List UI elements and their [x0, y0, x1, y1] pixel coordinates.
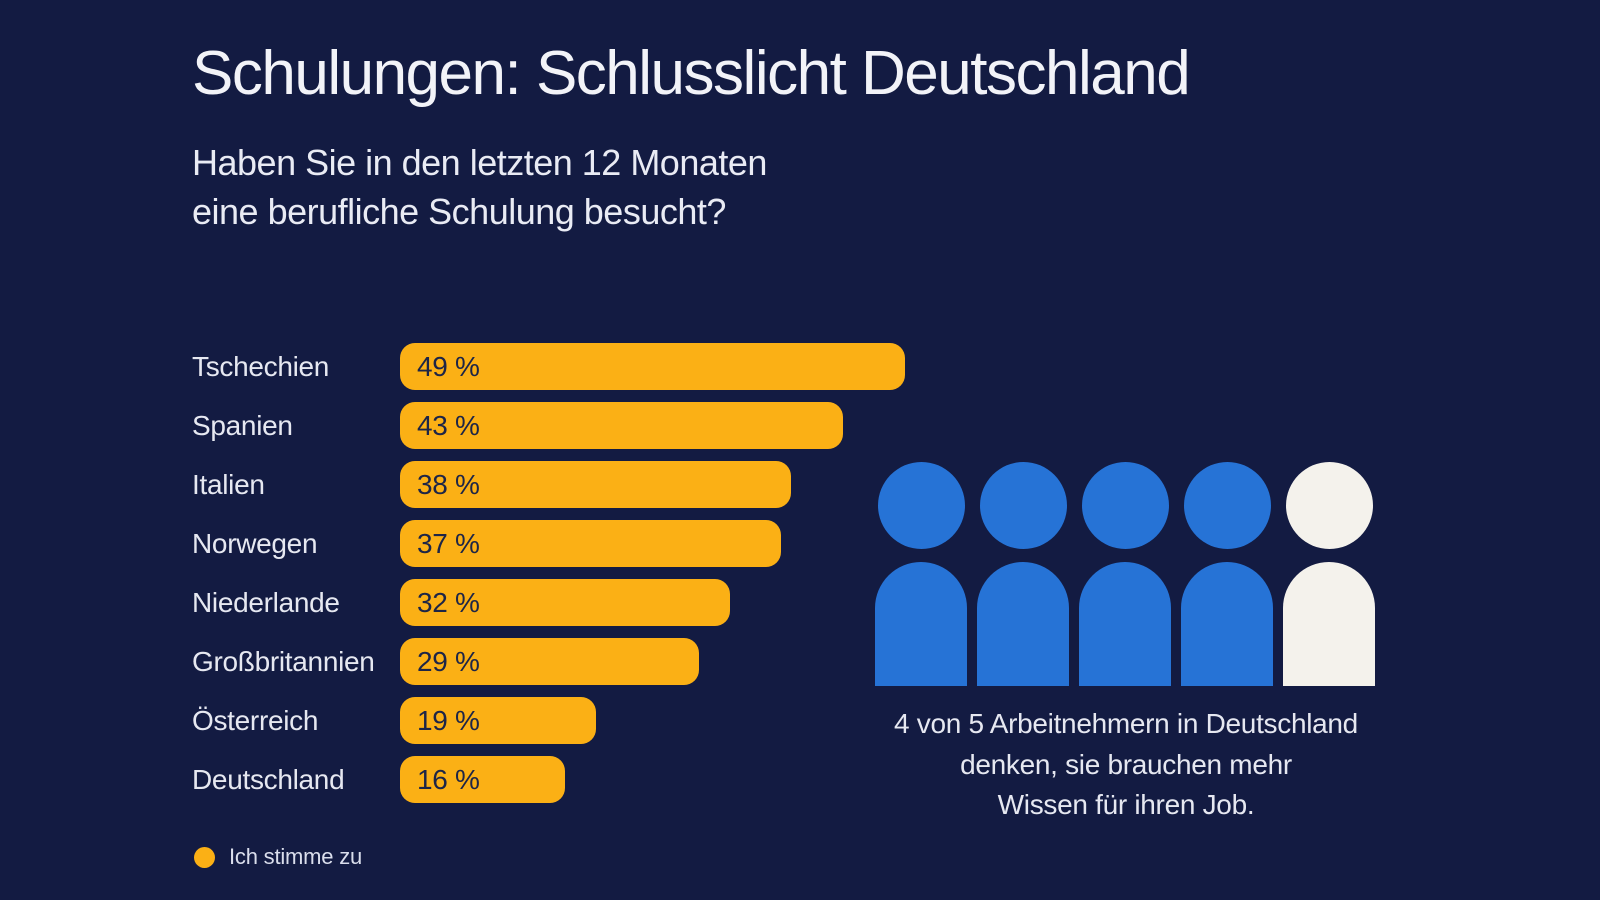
- person-body: [977, 562, 1069, 686]
- bar-value: 32 %: [417, 586, 480, 618]
- person-body: [1181, 562, 1273, 686]
- bar-row: Österreich 19 %: [192, 697, 905, 744]
- pictogram-caption-line-3: Wissen für ihren Job.: [997, 789, 1255, 821]
- pictogram-caption-line-1: 4 von 5 Arbeitnehmern in Deutschland: [894, 708, 1358, 739]
- bar-value: 49 %: [417, 350, 480, 382]
- bar-value: 37 %: [417, 527, 480, 559]
- page-title: Schulungen: Schlusslicht Deutschland: [192, 39, 1191, 108]
- person-body: [1079, 562, 1171, 686]
- pictogram-caption-line-2: denken, sie brauchen mehr: [960, 748, 1292, 780]
- bar-value: 29 %: [417, 645, 480, 677]
- people-pictogram: [875, 462, 1377, 686]
- bar-label: Italien: [192, 468, 265, 500]
- legend-dot-icon: [194, 846, 215, 868]
- bar-value: 38 %: [417, 468, 480, 500]
- chart-question-line-2: eine berufliche Schulung besucht?: [192, 191, 726, 233]
- chart-question-line-1: Haben Sie in den letzten 12 Monaten: [192, 142, 767, 183]
- bar: 32 %: [400, 579, 730, 626]
- bar-value: 43 %: [417, 409, 480, 441]
- bar-label: Deutschland: [192, 763, 345, 795]
- bar-value: 16 %: [417, 763, 480, 795]
- pictogram-caption: 4 von 5 Arbeitnehmern in Deutschland den…: [860, 704, 1392, 826]
- bar-row: Italien 38 %: [192, 461, 905, 508]
- bar-label: Großbritannien: [192, 645, 375, 677]
- bar-row: Spanien 43 %: [192, 402, 905, 449]
- bar-label: Norwegen: [192, 527, 318, 559]
- person-head: [1183, 462, 1271, 549]
- person-body: [875, 562, 967, 686]
- bar-value: 19 %: [417, 704, 480, 736]
- bar-label: Niederlande: [192, 586, 340, 618]
- bar: 49 %: [400, 343, 905, 390]
- bar-row: Tschechien 49 %: [192, 343, 905, 390]
- person-body: [1283, 562, 1375, 686]
- person-icon: [1079, 462, 1171, 686]
- person-head: [877, 462, 965, 549]
- person-head: [979, 462, 1067, 549]
- person-icon: [1181, 462, 1273, 686]
- bar: 37 %: [400, 520, 781, 567]
- bar-row: Großbritannien 29 %: [192, 638, 905, 685]
- bar-row: Niederlande 32 %: [192, 579, 905, 626]
- person-icon: [875, 462, 967, 686]
- person-icon: [1283, 462, 1375, 686]
- bar: 38 %: [400, 461, 791, 508]
- bar-row: Deutschland 16 %: [192, 756, 905, 803]
- person-icon: [977, 462, 1069, 686]
- bar: 29 %: [400, 638, 699, 685]
- bar-label: Spanien: [192, 409, 293, 441]
- bar-chart: Tschechien 49 % Spanien 43 % Italien 38 % Norw…: [192, 343, 905, 815]
- bar: 16 %: [400, 756, 565, 803]
- bar: 43 %: [400, 402, 843, 449]
- person-head: [1081, 462, 1169, 549]
- legend-label: Ich stimme zu: [229, 844, 363, 869]
- bar-label: Tschechien: [192, 350, 330, 382]
- chart-question: Haben Sie in den letzten 12 Monaten eine…: [192, 138, 767, 237]
- person-head: [1285, 462, 1373, 549]
- bar: 19 %: [400, 697, 596, 744]
- bar-label: Österreich: [192, 704, 319, 736]
- legend: Ich stimme zu: [194, 844, 362, 870]
- bar-row: Norwegen 37 %: [192, 520, 905, 567]
